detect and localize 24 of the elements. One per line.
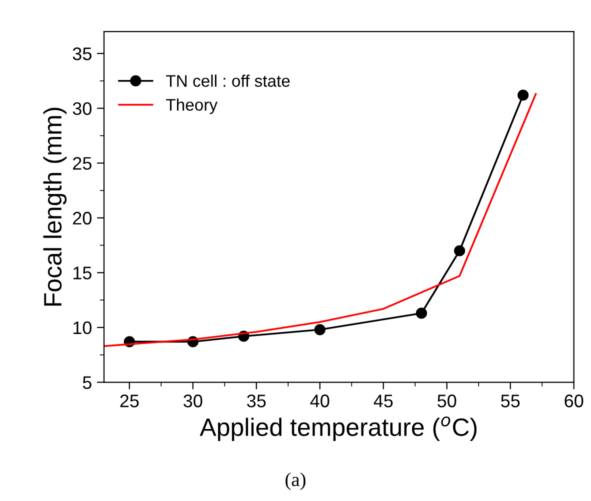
x-tick-label: 50 (438, 394, 456, 408)
y-tick-label: 15 (74, 266, 92, 280)
y-tick-label: 20 (73, 212, 92, 225)
point (454, 245, 466, 256)
x-tick-label: 30 (184, 394, 202, 408)
legend-label: Theory (166, 98, 218, 114)
x-tick-label: 40 (310, 394, 330, 408)
x-tick-label: 45 (374, 394, 393, 408)
y-tick-label: 35 (72, 47, 92, 60)
y-tick-label: 10 (74, 321, 92, 334)
y-axis-title: Focal length (mm) (43, 108, 67, 306)
y-tick-label: 5 (82, 376, 92, 389)
y-tick-label: 30 (72, 102, 92, 115)
x-tick-label: 60 (564, 394, 584, 408)
x-tick-label: 25 (120, 394, 139, 408)
text: (a) (286, 472, 306, 490)
point (518, 90, 529, 101)
point (314, 324, 326, 336)
legend-label: TN cell : off state (166, 74, 290, 87)
x-axis-title: Applied temperature ($^{o}$C) (200, 416, 477, 442)
y-tick-label: 25 (73, 157, 92, 170)
x-tick-label: 35 (247, 394, 266, 408)
x-tick-label: 55 (501, 394, 520, 408)
point (416, 308, 428, 319)
